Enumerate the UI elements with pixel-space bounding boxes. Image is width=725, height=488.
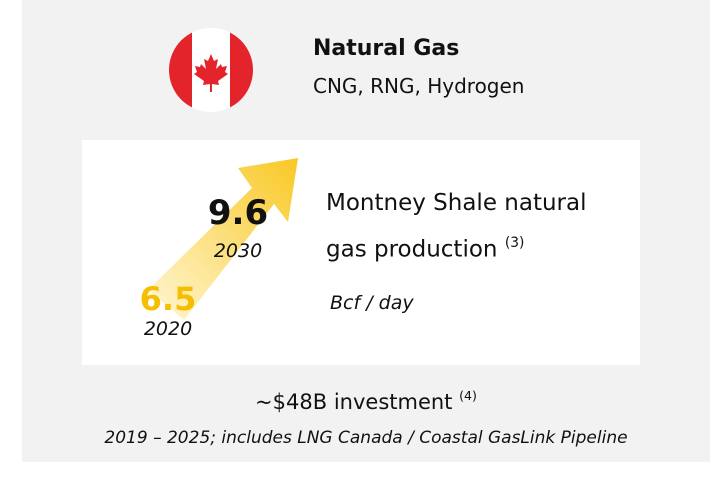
end-value: 9.6: [207, 193, 269, 233]
investment-label: investment: [333, 389, 453, 414]
investment-note: 2019 – 2025; includes LNG Canada / Coast…: [104, 428, 628, 448]
canada-flag: [169, 28, 253, 112]
subtitle: CNG, RNG, Hydrogen: [313, 74, 525, 98]
end-year: 2030: [213, 240, 263, 262]
footnote: (3): [504, 235, 525, 251]
footnote: (4): [459, 388, 477, 403]
unit: Bcf / day: [330, 292, 414, 314]
description-text: Montney Shale natural gas production: [326, 190, 587, 263]
description: Montney Shale natural gas production (3): [326, 183, 616, 270]
start-year: 2020: [143, 318, 193, 340]
title: Natural Gas: [313, 36, 460, 61]
growth-arrow: [148, 158, 298, 320]
investment: ~$48B investment (4): [22, 388, 710, 414]
investment-amount: ~$48B: [255, 389, 328, 414]
start-value: 6.5: [139, 280, 197, 318]
metric-box: [82, 140, 640, 365]
